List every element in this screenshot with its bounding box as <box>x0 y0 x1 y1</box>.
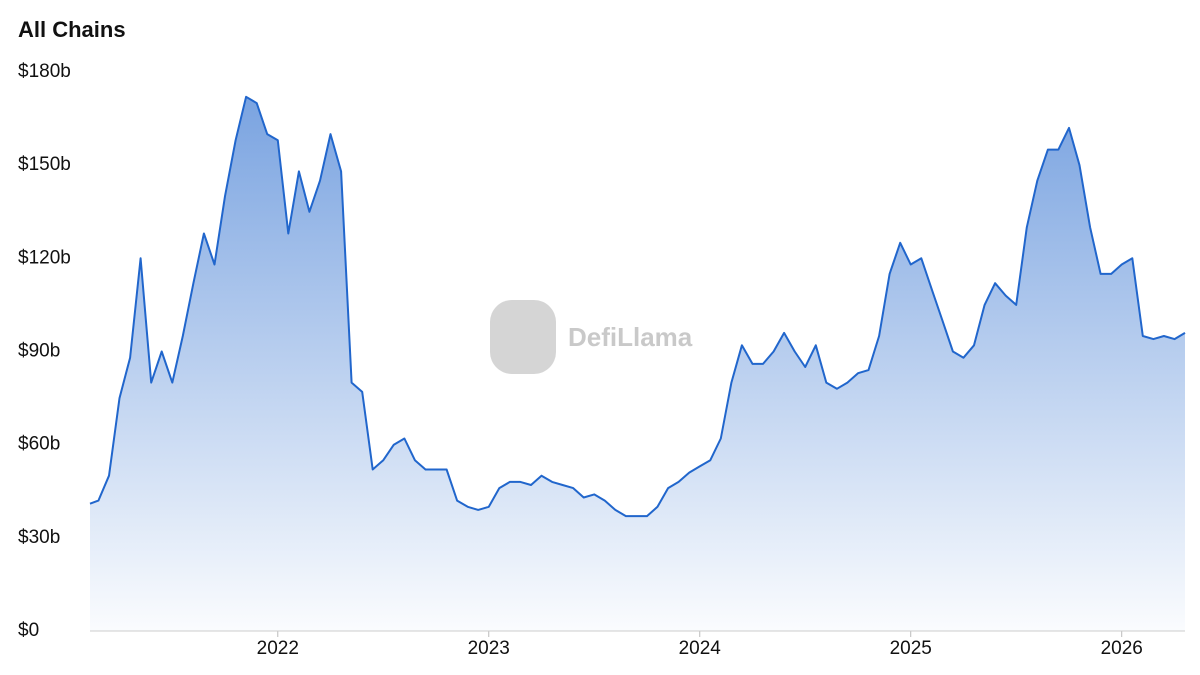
watermark: DefiLlama <box>568 322 693 352</box>
x-tick-label: 2024 <box>679 638 722 659</box>
x-tick-label: 2022 <box>257 638 299 659</box>
line <box>89 95 1186 518</box>
y-tick-label: $90b <box>18 341 60 362</box>
y-tick-label: $60b <box>18 434 60 455</box>
area <box>90 96 1185 632</box>
y-tick-label: $180b <box>18 61 71 82</box>
x-tick-label: 2025 <box>890 638 932 659</box>
y-tick-label: $0 <box>18 620 39 641</box>
y-tick-label: $150b <box>18 154 71 175</box>
watermark-logo <box>490 300 556 374</box>
y-tick-label: $30b <box>18 527 60 548</box>
x-tick-label: 2026 <box>1101 638 1143 659</box>
chart-title: All Chains <box>18 17 126 42</box>
watermark-group: DefiLlama <box>490 300 693 374</box>
x-tick-label: 2023 <box>468 638 510 659</box>
y-tick-label: $120b <box>18 247 71 268</box>
